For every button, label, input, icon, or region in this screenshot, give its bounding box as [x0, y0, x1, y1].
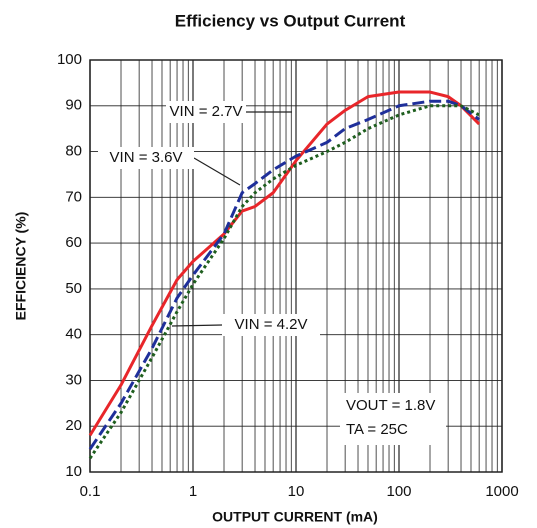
x-tick-label: 1	[189, 483, 197, 500]
series-label: VIN = 4.2V	[235, 316, 308, 333]
label-box	[222, 314, 320, 336]
label-box	[98, 147, 194, 169]
series-label: VIN = 3.6V	[110, 149, 183, 166]
plot-frame	[89, 59, 503, 473]
label-box	[166, 101, 246, 123]
y-tick-label: 40	[65, 326, 82, 343]
y-tick-label: 30	[65, 371, 82, 388]
series-line	[88, 104, 480, 460]
x-tick-label: 0.1	[80, 483, 101, 500]
y-tick-label: 10	[65, 463, 82, 480]
x-tick-label: 1000	[485, 483, 518, 500]
annotation-box	[340, 393, 446, 445]
series-line	[88, 99, 481, 450]
x-axis-label: OUTPUT CURRENT (mA)	[212, 509, 378, 525]
y-tick-label: 20	[65, 417, 82, 434]
y-tick-label: 50	[65, 280, 82, 297]
series-label: VIN = 2.7V	[170, 103, 243, 120]
chart-title: Efficiency vs Output Current	[175, 11, 406, 30]
annotation: VOUT = 1.8V	[346, 397, 435, 414]
y-axis-label: EFFICIENCY (%)	[13, 212, 29, 321]
leader-line	[171, 324, 223, 327]
leader-line	[193, 157, 241, 186]
y-tick-label: 70	[65, 188, 82, 205]
x-tick-label: 100	[386, 483, 411, 500]
y-tick-label: 60	[65, 234, 82, 251]
x-tick-label: 10	[288, 483, 305, 500]
series-line	[88, 90, 481, 437]
y-tick-label: 100	[57, 51, 82, 68]
annotation: TA = 25C	[346, 421, 408, 438]
y-tick-label: 90	[65, 97, 82, 114]
y-tick-label: 80	[65, 143, 82, 160]
